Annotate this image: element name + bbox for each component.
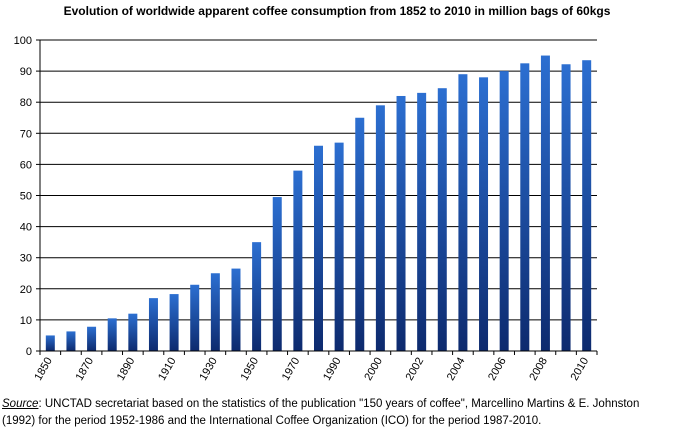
y-tick-label-10: 10 [20,315,32,327]
axes [39,40,597,352]
bar-1970 [293,170,303,351]
bar-1870 [87,326,97,351]
y-tick-label-0: 0 [26,346,32,358]
bar-1910 [169,294,179,351]
bar-1960 [272,197,282,351]
bar-2007 [520,63,530,351]
bar-1850 [45,335,55,351]
x-tick-label-1850: 1850 [32,356,55,383]
x-tick-label-1950: 1950 [239,356,262,383]
bar-1890 [128,313,138,351]
x-tick-label-2010: 2010 [569,356,592,383]
bar-2006 [499,71,509,351]
x-tick-label-1930: 1930 [197,356,220,383]
bar-1980 [314,145,323,351]
y-tick-label-50: 50 [20,191,32,203]
x-tick-label-2006: 2006 [486,355,509,382]
y-tick-label-40: 40 [20,222,32,234]
y-tick-label-90: 90 [20,66,32,78]
x-tick-label-2004: 2004 [445,356,468,383]
bar-2005 [479,77,489,351]
x-axis-ticks: 1850 1870 1890 1910 1930 1950 1970 1990 2000 2002… [32,351,598,383]
bars [45,55,592,352]
bar-2003 [437,88,447,351]
x-tick-label-2000: 2000 [362,356,385,383]
bar-2004 [458,74,468,352]
bar-1900 [148,298,158,351]
bar-2010 [582,60,592,352]
bar-1990 [334,142,344,351]
y-tick-label-20: 20 [20,284,32,296]
bar-1995 [355,117,365,351]
x-tick-label-1970: 1970 [280,356,303,383]
source-text: : UNCTAD secretariat based on the statis… [2,398,640,427]
bar-1950 [252,242,262,351]
bar-1940 [231,268,241,351]
x-tick-label-2008: 2008 [527,356,550,383]
bar-1880 [107,318,117,351]
y-tick-label-30: 30 [20,253,32,265]
bar-2008 [540,55,550,352]
y-tick-label-70: 70 [20,128,32,140]
x-tick-label-1870: 1870 [74,356,97,383]
y-tick-label-80: 80 [20,97,32,109]
chart-title: Evolution of worldwide apparent coffee c… [63,4,611,18]
x-tick-label-1910: 1910 [156,356,179,383]
x-tick-label-1990: 1990 [321,356,344,383]
source-note: Source: UNCTAD secretariat based on the … [2,396,674,430]
bar-2000 [375,105,385,351]
x-tick-label-1890: 1890 [115,356,138,383]
y-tick-label-100: 100 [14,35,32,47]
bar-2009 [561,64,571,352]
bar-2001 [396,95,406,351]
bar-1860 [66,331,76,351]
y-axis-ticks: 0 10 20 30 40 50 60 70 80 90 100 [14,35,40,358]
source-label: Source [2,398,39,410]
x-tick-label-2002: 2002 [404,356,427,383]
y-tick-label-60: 60 [20,159,32,171]
bar-2002 [417,92,427,352]
bar-1920 [190,284,200,351]
bar-1930 [210,273,220,351]
